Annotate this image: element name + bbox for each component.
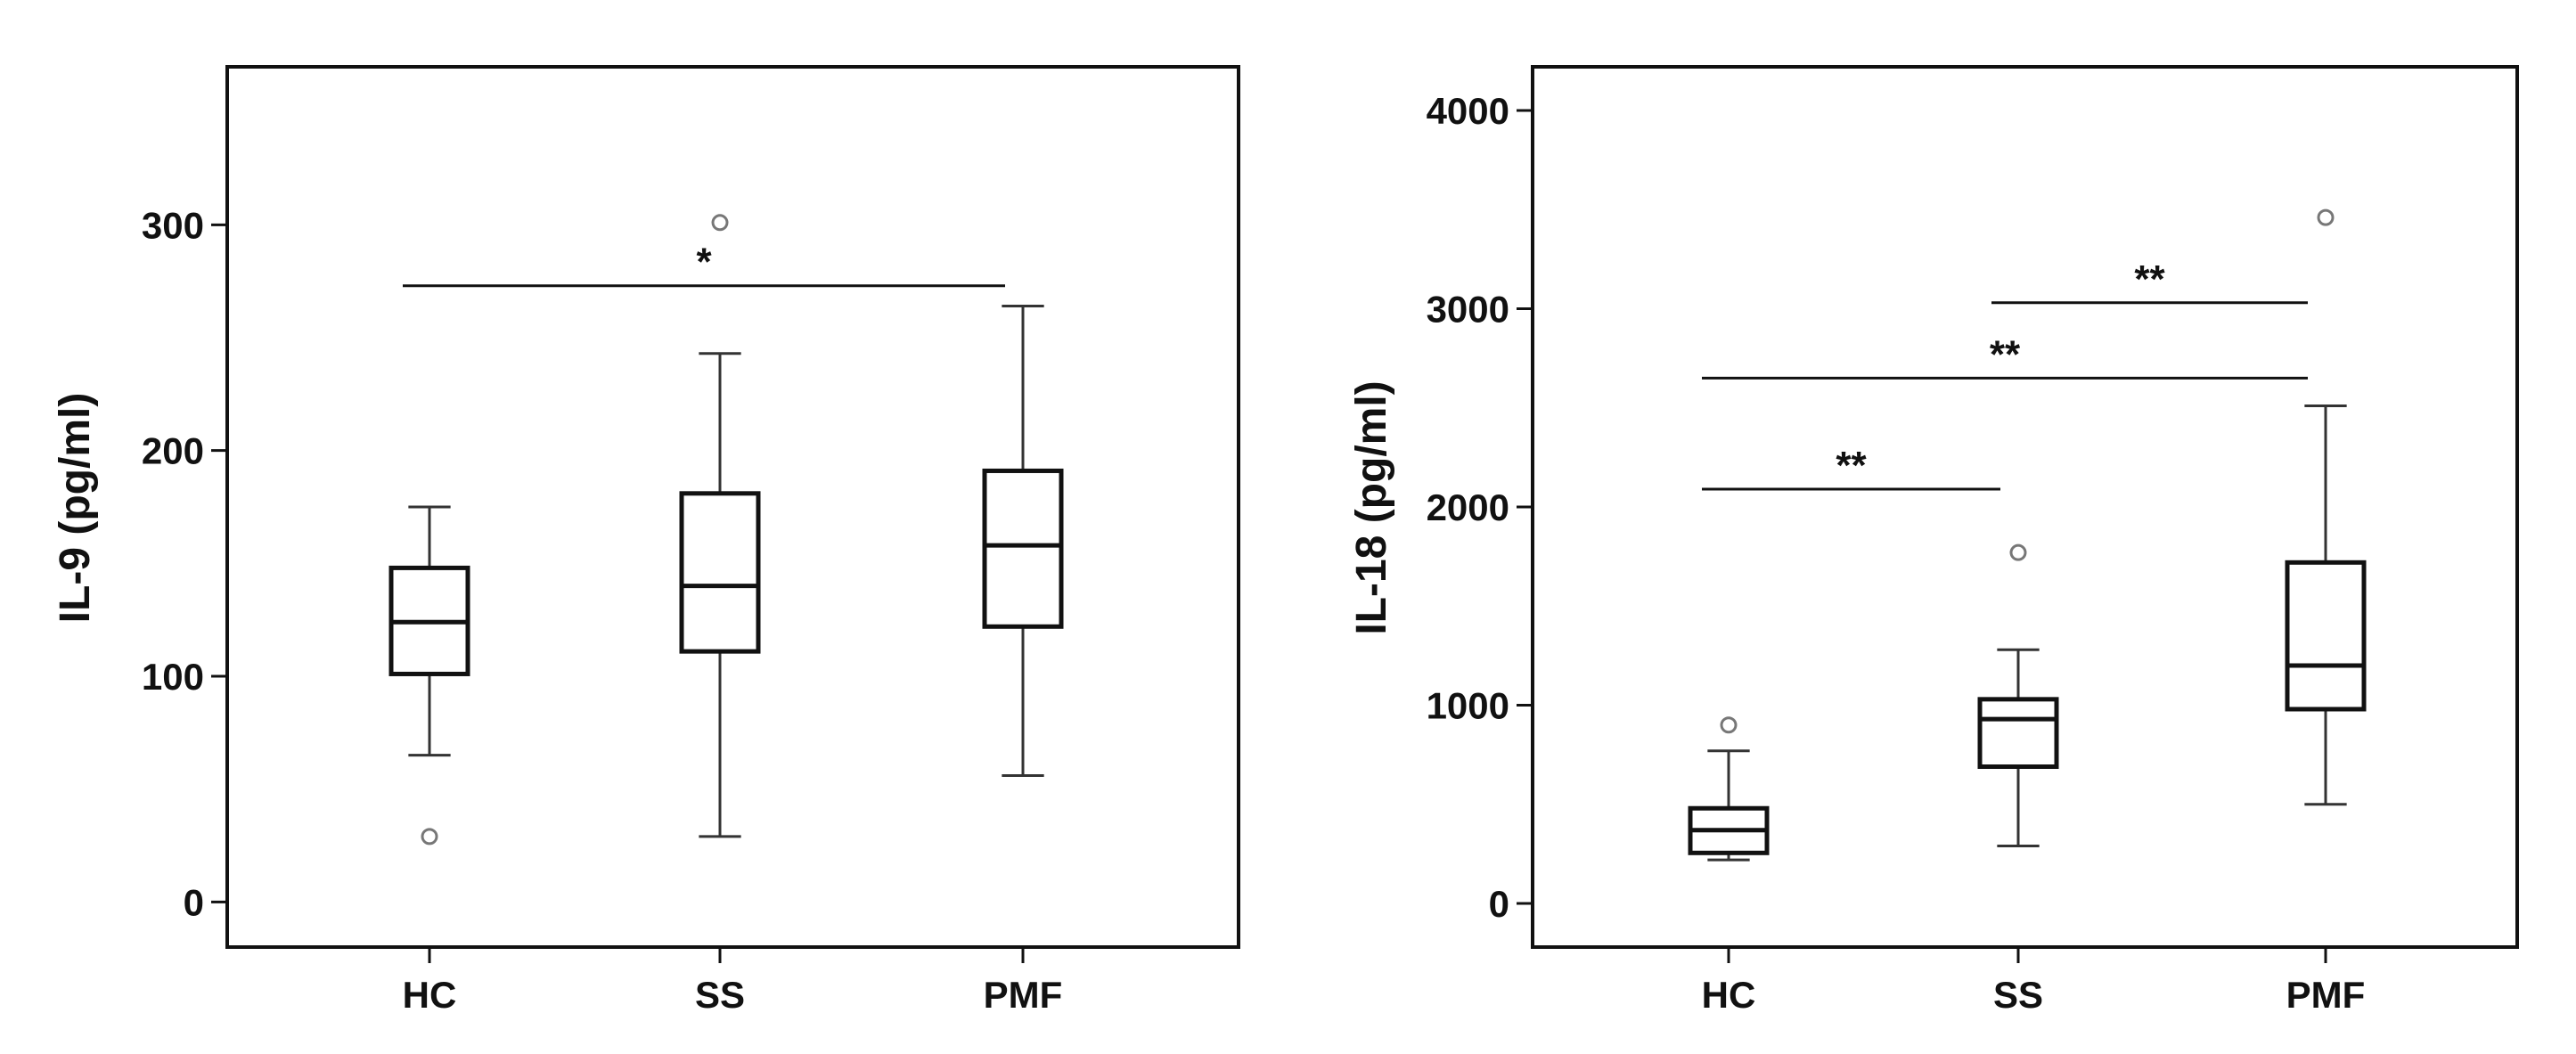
outlier-point xyxy=(421,828,438,846)
x-tick-label: PMF xyxy=(984,974,1063,1016)
y-tick-label: 3000 xyxy=(1427,288,1509,330)
significance-label: * xyxy=(696,241,712,284)
y-tick-label: 100 xyxy=(142,656,204,698)
plot-frame xyxy=(1531,65,2519,949)
chart-panel-1: 0 100 200 300 HC SS PMF IL-9 (pg/ml) * xyxy=(52,65,1240,1016)
x-tick-label: SS xyxy=(1993,974,2043,1016)
y-tick-label: 2000 xyxy=(1427,486,1509,528)
y-tick-label: 300 xyxy=(142,204,204,246)
chart-panel-2: 0 1000 2000 3000 4000 HC SS PMF IL-18 (pg/ml) ** *… xyxy=(1348,65,2519,1016)
y-tick-label: 1000 xyxy=(1427,685,1509,727)
plot-frame xyxy=(225,65,1240,949)
y-tick-label: 200 xyxy=(142,430,204,472)
significance-label: ** xyxy=(1990,332,2021,376)
y-axis-title: IL-18 (pg/ml) xyxy=(1348,380,1395,634)
significance-label: ** xyxy=(1836,444,1867,487)
x-tick-label: SS xyxy=(695,974,745,1016)
y-tick-label: 0 xyxy=(1489,883,1509,925)
box-iqr xyxy=(2285,560,2367,712)
box-iqr xyxy=(1977,697,2059,770)
outlier-point xyxy=(711,214,729,232)
y-tick-label: 0 xyxy=(184,881,204,923)
x-tick-label: HC xyxy=(1702,974,1756,1016)
box-iqr xyxy=(982,468,1064,629)
outlier-point xyxy=(2009,543,2027,561)
outlier-point xyxy=(2317,208,2335,226)
box-iqr xyxy=(679,491,761,654)
y-tick-label: 4000 xyxy=(1427,90,1509,132)
significance-label: ** xyxy=(2134,257,2165,301)
x-tick-label: PMF xyxy=(2286,974,2366,1016)
x-tick-label: HC xyxy=(403,974,457,1016)
outlier-point xyxy=(1720,716,1738,734)
y-axis-title: IL-9 (pg/ml) xyxy=(52,393,99,624)
